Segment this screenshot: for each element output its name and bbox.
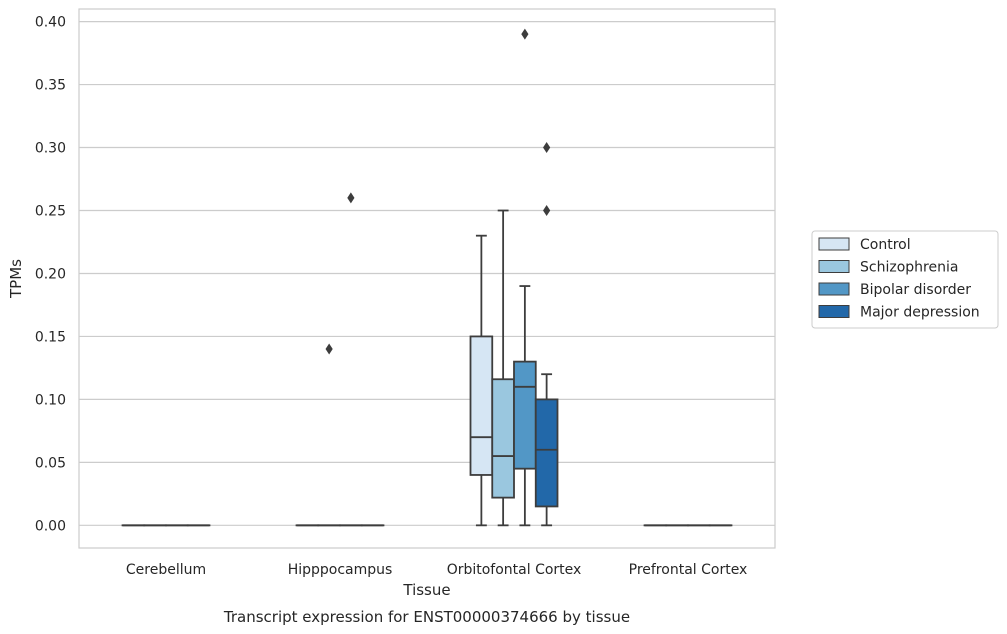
box-body: [513, 360, 537, 470]
x-axis-label: Tissue: [402, 581, 450, 599]
legend-swatch: [818, 260, 850, 273]
x-tick-label: Cerebellum: [126, 562, 206, 578]
y-axis-label: TPMs: [7, 259, 25, 299]
box-body: [491, 378, 515, 499]
y-tick-label: 0.05: [35, 455, 66, 471]
y-tick-label: 0.35: [35, 78, 66, 94]
y-tick-label: 0.10: [35, 392, 66, 408]
box-body: [534, 398, 559, 508]
legend-frame: [811, 230, 999, 329]
box-major-depression: [534, 142, 559, 527]
box-body: [469, 335, 494, 476]
box-plots: [121, 28, 733, 527]
legend-swatch: [818, 237, 850, 251]
legend-label: Schizophrenia: [860, 260, 958, 276]
y-tick-label: 0.40: [35, 15, 66, 31]
outlier-point: [521, 28, 529, 40]
x-tick-label: Orbitofontal Cortex: [447, 562, 582, 578]
y-tick-label: 0.15: [35, 329, 66, 345]
box-control: [469, 234, 494, 527]
legend-label: Major depression: [860, 305, 980, 321]
plot-frame: [78, 8, 776, 549]
y-tick-label: 0.25: [35, 203, 66, 219]
y-axis-ticks: 0.00 0.05 0.10 0.15 0.20 0.25 0.30 0.35 0.40: [35, 15, 66, 535]
y-tick-label: 0.30: [35, 141, 66, 157]
chart-title: Transcript expression for ENST0000037466…: [223, 608, 630, 626]
box-schizophrenia: [491, 209, 515, 527]
outlier-point: [543, 204, 551, 216]
y-tick-label: 0.20: [35, 266, 66, 282]
y-tick-label: 0.00: [35, 518, 66, 534]
x-axis-ticks: Cerebellum Hipppocampus Orbitofontal Corte…: [126, 562, 747, 578]
outlier-point: [325, 343, 333, 355]
box-bipolar-disorder: [513, 28, 537, 527]
box-schizophrenia: [317, 343, 341, 527]
x-tick-label: Prefrontal Cortex: [629, 562, 748, 578]
box-bipolar-disorder: [339, 192, 363, 527]
outlier-point: [347, 192, 355, 204]
legend-swatch: [818, 282, 850, 296]
outlier-point: [543, 142, 551, 154]
legend: Control Schizophrenia Bipolar disorder Majo…: [811, 230, 999, 329]
x-tick-label: Hipppocampus: [288, 562, 393, 578]
gridlines: [79, 20, 775, 526]
legend-swatch: [818, 305, 850, 318]
legend-label: Bipolar disorder: [860, 282, 971, 298]
legend-label: Control: [860, 237, 911, 253]
